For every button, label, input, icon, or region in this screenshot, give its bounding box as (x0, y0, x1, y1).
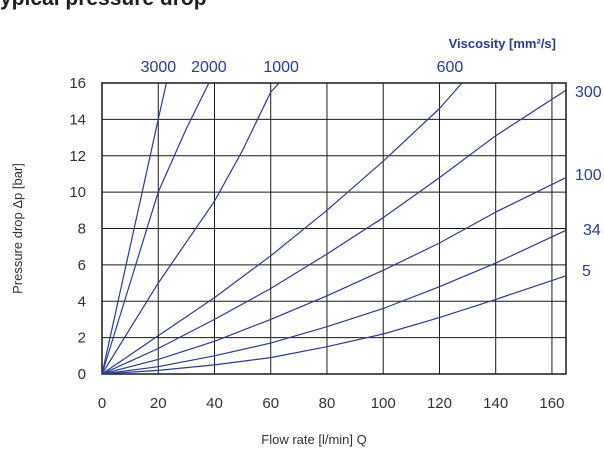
series-label-300: 300 (575, 84, 602, 101)
x-tick-label: 140 (483, 395, 508, 412)
plot-frame (101, 82, 567, 375)
x-tick-label: 100 (371, 395, 396, 412)
y-tick-label: 0 (78, 366, 86, 383)
series-line-3000 (101, 82, 167, 375)
series-label-3000: 3000 (141, 59, 177, 76)
figure-title: ypical pressure drop (0, 0, 207, 11)
series-label-5: 5 (582, 263, 591, 280)
series-label-34: 34 (583, 222, 601, 239)
x-tick-label: 80 (319, 395, 336, 412)
series-line-2000 (101, 82, 210, 375)
y-tick-label: 12 (69, 148, 86, 165)
legend-title: Viscosity [mm²/s] (448, 36, 556, 51)
x-tick-label: 0 (98, 395, 106, 412)
series-label-600: 600 (437, 59, 464, 76)
y-tick-label: 16 (69, 75, 86, 92)
y-axis-title: Pressure drop Δp [bar] (10, 163, 25, 294)
series-label-1000: 1000 (263, 59, 299, 76)
x-axis-title: Flow rate [l/min] Q (261, 432, 366, 447)
series-line-100 (101, 177, 567, 375)
series-line-600 (101, 82, 463, 375)
y-tick-label: 10 (69, 184, 86, 201)
x-tick-label: 120 (427, 395, 452, 412)
x-tick-label: 60 (262, 395, 279, 412)
x-tick-label: 160 (539, 395, 564, 412)
series-line-1000 (101, 82, 280, 375)
y-tick-label: 8 (78, 221, 86, 238)
x-tick-label: 20 (150, 395, 167, 412)
y-tick-label: 2 (78, 330, 86, 347)
series-label-2000: 2000 (191, 59, 227, 76)
x-tick-label: 40 (206, 395, 223, 412)
y-tick-label: 14 (69, 111, 86, 128)
y-tick-label: 6 (78, 257, 86, 274)
series-line-5 (101, 275, 567, 375)
series-line-300 (101, 89, 567, 375)
series-line-34 (101, 229, 567, 375)
y-tick-label: 4 (78, 293, 86, 310)
series-label-100: 100 (575, 167, 602, 184)
